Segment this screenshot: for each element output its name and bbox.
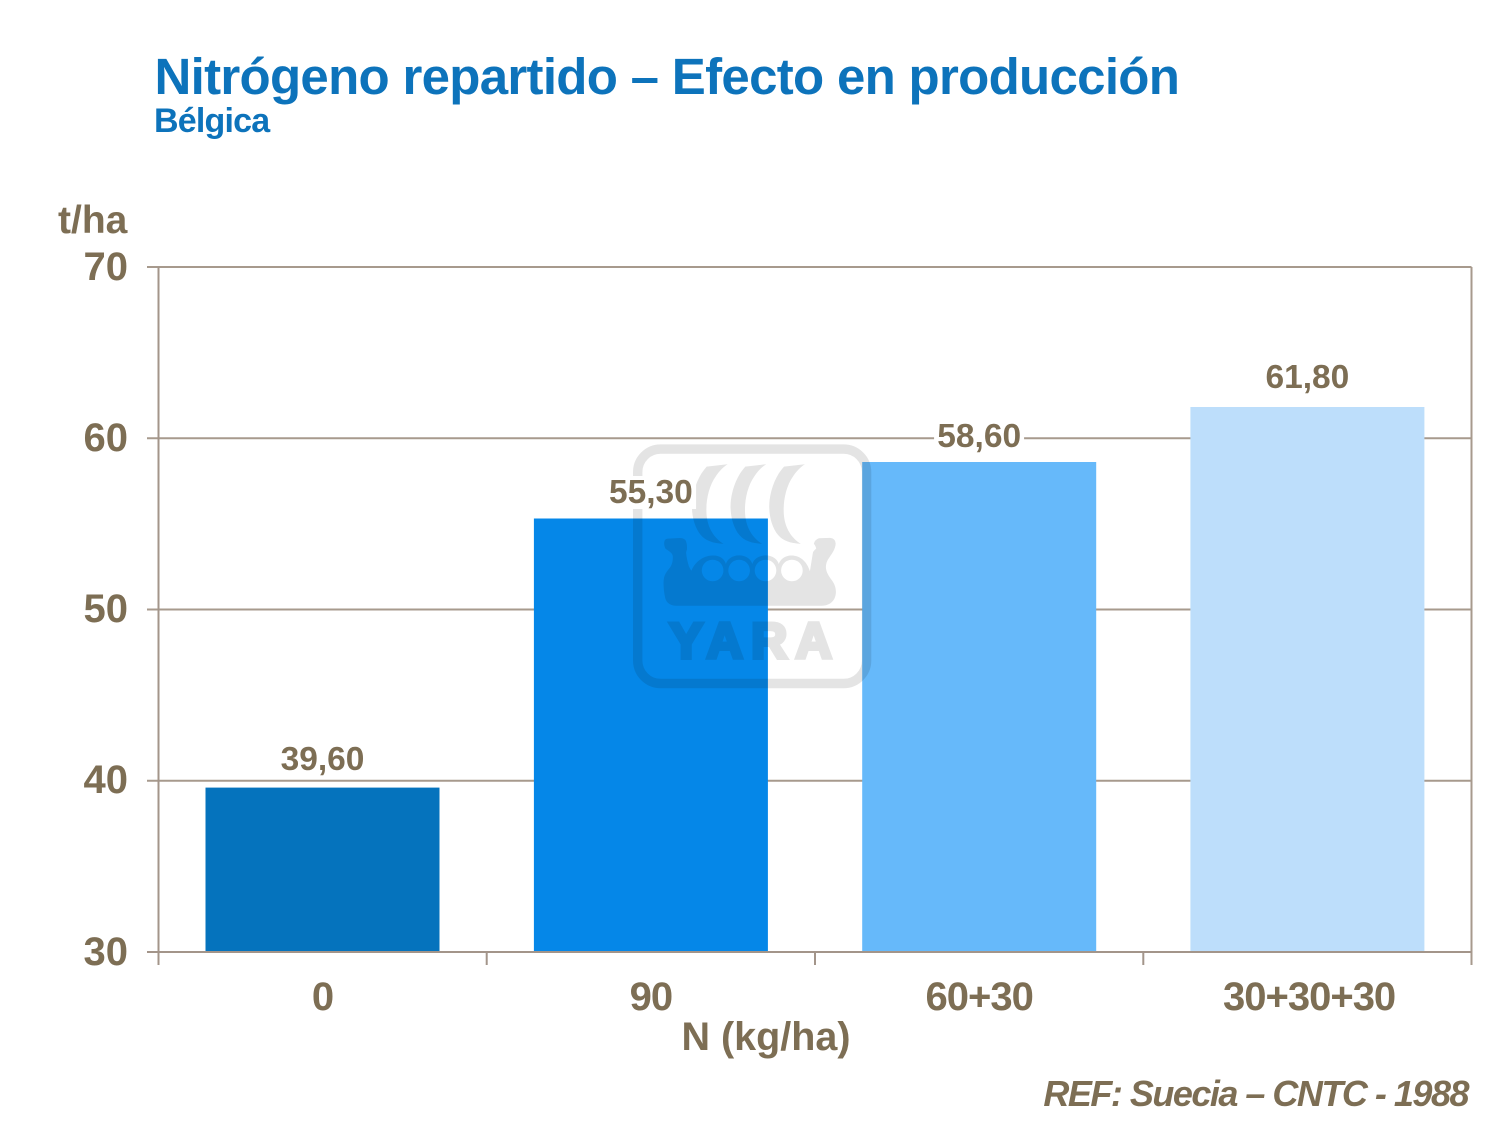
svg-text:YARA: YARA: [670, 613, 841, 669]
